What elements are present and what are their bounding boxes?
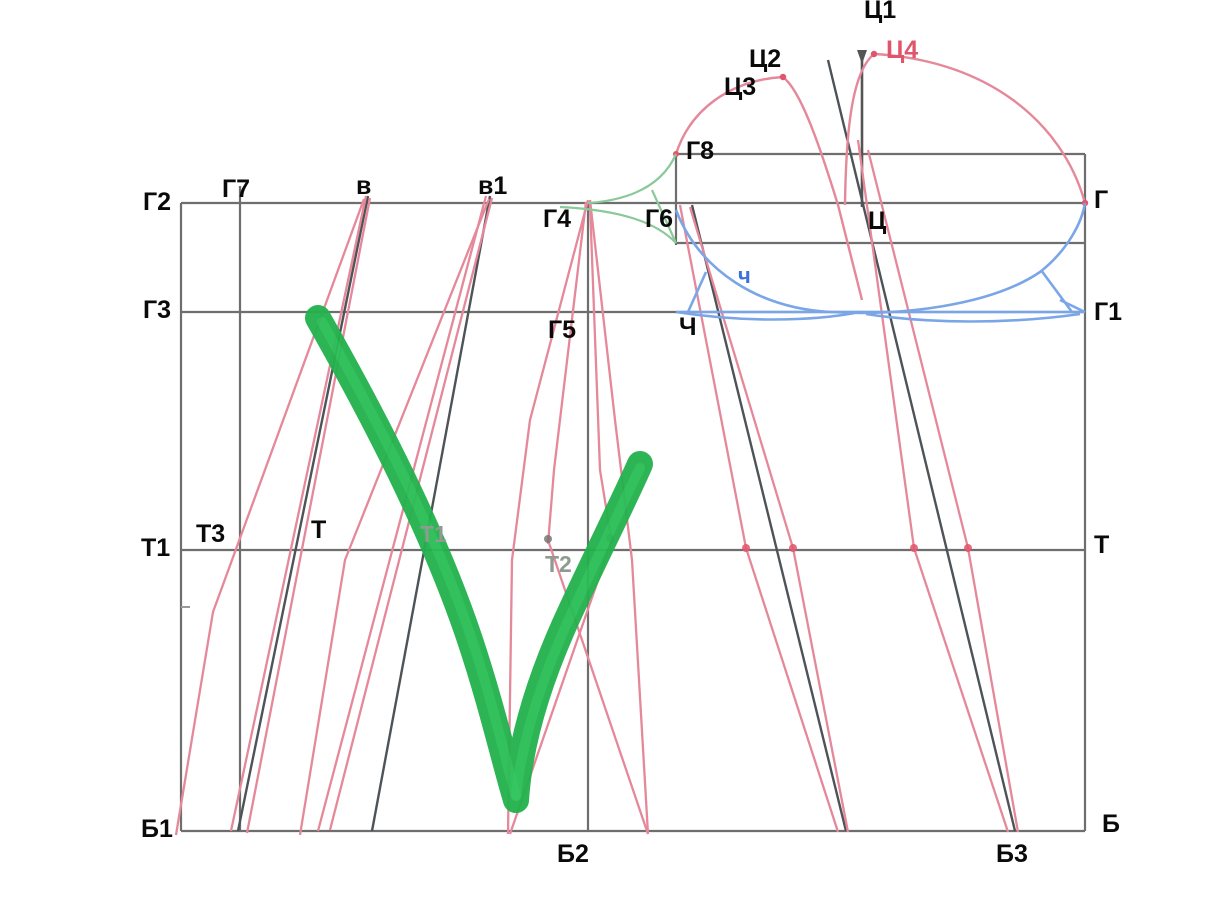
vertex-C4 [870, 50, 878, 58]
label-v: в [356, 172, 372, 200]
label-Ch: Ч [679, 313, 697, 341]
dot-left-dart-a [544, 535, 552, 543]
armhole-sag [675, 310, 861, 321]
blue-armhole [674, 202, 1087, 323]
vertex-C2 [779, 73, 787, 81]
cap-right-rise [843, 53, 875, 206]
green-notch [650, 189, 678, 244]
label-G1: Г1 [1094, 298, 1123, 326]
armhole-sag2 [865, 312, 1081, 323]
label-T1: Т1 [141, 534, 171, 562]
red-pattern-lines-left [174, 195, 494, 836]
cap-right-arc [873, 52, 1087, 204]
label-G5: Г5 [548, 316, 577, 344]
label-C2: Ц2 [749, 45, 782, 73]
label-B2: Б2 [557, 840, 589, 868]
label-G7: Г7 [222, 175, 251, 203]
label-G3: Г3 [143, 296, 172, 324]
red-panel-a [174, 198, 366, 836]
check-stroke-down-hl [317, 317, 521, 801]
cap-left-curve [674, 75, 784, 155]
red-v-left [229, 195, 368, 832]
label-C1: Ц1 [864, 0, 897, 24]
label-T-right: Т [1094, 531, 1110, 559]
red-v1-left [316, 195, 488, 832]
gray-seam-guides [236, 59, 1017, 832]
armhole-tip [1059, 298, 1086, 314]
green-front-edge [559, 153, 678, 244]
label-G6: Г6 [645, 205, 674, 233]
label-B3: Б3 [996, 840, 1028, 868]
green-check-annotation [305, 305, 653, 813]
guide-v-to-B1 [236, 195, 370, 832]
C1-axis-group [857, 50, 867, 207]
label-ch: ч [738, 263, 751, 288]
red-sleeve-cap-right [843, 52, 1087, 206]
red-v-right [245, 197, 372, 834]
label-B: Б [1102, 810, 1120, 838]
label-G: Г [1094, 186, 1109, 214]
label-G8: Г8 [686, 137, 715, 165]
dart-left-leg [506, 199, 590, 835]
check-stroke-down [305, 305, 529, 813]
green-curve-to-G8 [587, 153, 678, 205]
label-G2: Г2 [143, 188, 172, 216]
label-T1-faint: Т1 [420, 521, 447, 547]
armhole-notch-right [1039, 269, 1074, 313]
dot-side-dart-d [964, 544, 972, 552]
guide-G6-to-bottom [690, 204, 848, 832]
red-panel-b [298, 198, 491, 836]
red-sleeve-cap-left [674, 75, 864, 301]
label-T3: Т3 [196, 520, 226, 548]
label-T2-faint: Т2 [545, 551, 572, 577]
check-stroke-up-hl [511, 463, 645, 801]
label-C: Ц [868, 207, 887, 235]
label-v1: в1 [478, 172, 508, 200]
red-G6-outer [678, 204, 840, 833]
label-B1: Б1 [141, 815, 173, 843]
label-C4: Ц4 [886, 36, 919, 64]
red-C-inner [866, 149, 1020, 833]
armhole-left-arc [674, 209, 831, 314]
arrow-head-C1 [857, 50, 867, 64]
dart-inner-left [546, 201, 588, 545]
dot-side-dart-c [910, 544, 918, 552]
cap-left-down [782, 76, 864, 301]
dot-side-dart-b [789, 544, 797, 552]
label-T: Т [311, 516, 327, 544]
label-G4: Г4 [543, 205, 572, 233]
guide-C-to-B3 [826, 59, 1017, 832]
dart-cross-a [546, 539, 650, 835]
dot-side-dart-a [742, 544, 750, 552]
armhole-notch-left [686, 271, 708, 313]
green-curve-low [559, 205, 677, 244]
label-C3: Ц3 [724, 73, 757, 101]
vertical-construction-lines [179, 154, 1087, 831]
